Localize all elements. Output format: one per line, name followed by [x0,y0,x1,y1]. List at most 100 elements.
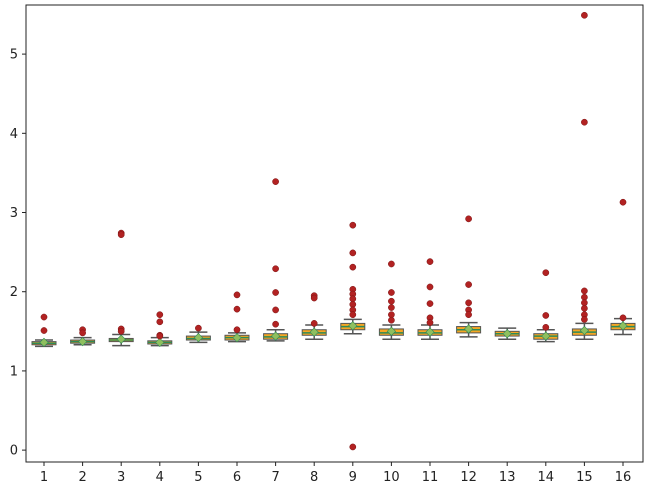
box-group-1 [31,337,57,348]
flier-point [156,311,164,319]
flier-point [272,306,279,314]
boxes-layer [31,317,636,348]
box-group-5 [185,331,211,344]
x-tick-label: 13 [499,470,516,485]
flier-point [349,249,357,257]
flier-point [542,324,550,331]
box-group-3 [108,333,134,347]
mean-marker [463,324,474,334]
flier-point [465,299,472,307]
mean-marker [77,336,88,347]
box-group-12 [456,321,482,338]
box-group-9 [340,318,366,335]
mean-marker [425,327,435,337]
mean-marker [116,334,126,344]
y-tick-label: 2 [10,285,18,300]
flier-point [233,291,241,299]
flier-point [581,287,588,295]
mean-marker [386,326,397,336]
x-tick-label: 10 [383,470,400,485]
flier-point [40,327,48,334]
box-group-15 [571,322,597,340]
box-group-2 [70,336,96,347]
flier-point [117,231,125,239]
flier-point [272,178,279,185]
flier-point [349,295,357,303]
x-tick-label: 7 [271,470,279,485]
flier-point [349,263,357,271]
flier-point [310,320,318,327]
flier-point [349,311,357,319]
flier-point [581,304,588,312]
y-tick-label: 5 [10,48,18,63]
flier-point [388,316,395,324]
flier-point [310,294,318,302]
mean-marker [618,321,628,331]
x-tick-label: 15 [576,470,593,485]
x-tick-label: 11 [422,470,439,485]
flier-point [465,311,472,319]
flier-point [388,304,395,311]
box-group-13 [494,327,520,340]
flier-point [465,215,472,223]
mean-marker [193,333,204,343]
flier-point [233,305,241,313]
box-group-7 [263,328,289,342]
mean-marker [541,331,551,341]
y-tick-label: 4 [10,127,18,142]
flier-point [581,316,588,323]
box-group-16 [610,317,636,336]
x-tick-label: 3 [117,470,125,485]
mean-marker [155,337,165,348]
y-tick-label: 3 [10,206,18,221]
flier-point [156,318,164,326]
x-tick-label: 8 [310,470,318,485]
flier-point [233,326,241,334]
flier-point [272,320,279,328]
flier-point [542,269,550,277]
x-tick-label: 16 [615,470,632,485]
mean-marker [348,321,358,331]
flier-point [542,312,550,319]
flier-point [272,265,279,273]
mean-marker [579,325,590,336]
x-tick-label: 14 [538,470,555,485]
flier-point [388,289,395,296]
x-tick-label: 9 [349,470,357,485]
flier-point [349,443,357,451]
flier-point [272,289,279,296]
x-tick-label: 1 [40,470,48,485]
flier-point [426,258,434,265]
flier-point [79,329,86,337]
box-group-11 [417,324,443,340]
flier-point [581,118,588,126]
mean-marker [502,329,512,339]
y-tick-label: 0 [10,444,18,459]
mean-marker [270,331,281,341]
x-tick-label: 5 [194,470,202,485]
x-tick-label: 12 [460,470,477,485]
flier-point [581,299,588,307]
flier-point [117,327,125,335]
y-tick-label: 1 [10,364,18,379]
flier-point [388,260,395,268]
flier-point [388,311,395,319]
flier-point [388,297,395,305]
flier-point [349,301,357,308]
x-tick-label: 4 [156,470,164,485]
flier-point [619,198,627,206]
flier-point [40,313,48,321]
x-tick-label: 2 [78,470,86,485]
flier-point [426,319,434,326]
flier-point [349,221,357,229]
flier-point [426,283,434,291]
x-tick-label: 6 [233,470,241,485]
flier-point [426,300,434,307]
mean-marker [39,337,49,348]
flier-point [465,281,472,288]
flier-point [619,314,627,322]
mean-marker [309,327,319,337]
box-group-10 [378,324,404,340]
